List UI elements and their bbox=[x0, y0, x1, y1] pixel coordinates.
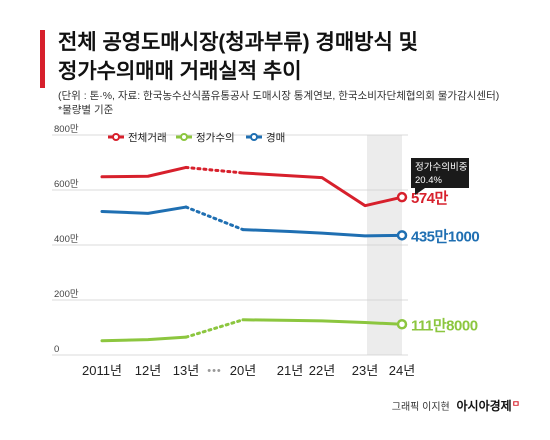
series-0-end-marker bbox=[396, 191, 408, 203]
annotation-value: 20.4% bbox=[415, 175, 442, 186]
annotation-pointer bbox=[415, 188, 425, 195]
series-1-end-marker bbox=[396, 319, 408, 330]
x-tick-label-4: 21년 bbox=[277, 363, 303, 378]
x-tick-label-2: 13년 bbox=[173, 363, 199, 378]
brand-mark: ㅁ bbox=[511, 399, 520, 409]
annotation-box bbox=[411, 158, 469, 188]
title-accent-bar bbox=[40, 30, 45, 88]
series-2-end-marker bbox=[396, 230, 408, 241]
source-note: (단위 : 톤·%, 자료: 한국농수산식품유통공사 도매시장 통계연보, 한국… bbox=[58, 90, 500, 102]
x-tick-label-3: 20년 bbox=[230, 363, 256, 378]
x-tick-label-1: 12년 bbox=[135, 363, 161, 378]
x-tick-label-7: 24년 bbox=[389, 363, 415, 378]
x-tick-label-6: 23년 bbox=[352, 363, 378, 378]
chart-title-line-1: 전체 공영도매시장(청과부류) 경매방식 및 bbox=[58, 31, 418, 54]
y-tick-label-2: 400만 bbox=[54, 234, 79, 245]
chart-meta: (단위 : 톤·%, 자료: 한국농수산식품유통공사 도매시장 통계연보, 한국… bbox=[58, 89, 499, 117]
y-tick-label-1: 200만 bbox=[54, 289, 79, 300]
y-tick-label-0: 0 bbox=[54, 344, 59, 355]
credit-author: 그래픽 이지현 bbox=[391, 402, 450, 413]
series-0-end-label: 574만 bbox=[411, 190, 449, 207]
legend-marker-0 bbox=[112, 133, 120, 141]
chart-title: 전체 공영도매시장(청과부류) 경매방식 및 정가수의매매 거래실적 추이 bbox=[58, 28, 528, 86]
series-1-end-label: 111만8000 bbox=[411, 317, 478, 334]
series-1-line-early bbox=[100, 335, 188, 343]
legend-marker-2 bbox=[250, 133, 258, 141]
brand-logo: 아시아경제ㅁ bbox=[457, 399, 520, 413]
series-2-line-late bbox=[241, 228, 404, 238]
legend-label-0: 전체거래 bbox=[128, 132, 167, 144]
basis-note: *물량별 기준 bbox=[58, 104, 114, 116]
axis-gap-marker: ••• bbox=[207, 365, 222, 377]
legend-label-2: 경매 bbox=[266, 131, 285, 144]
series-2-line-gap bbox=[184, 205, 245, 232]
brand-name: 아시아경제 bbox=[456, 399, 512, 413]
series-0-line-gap bbox=[184, 165, 245, 175]
series-1-line-late bbox=[241, 318, 404, 326]
credit-line: 그래픽 이지현 아시아경제ㅁ bbox=[392, 397, 520, 414]
x-tick-label-0: 2011년 bbox=[82, 363, 122, 378]
legend-label-1: 정가수의 bbox=[196, 132, 235, 144]
series-2-line-early bbox=[100, 205, 188, 215]
y-tick-label-3: 600만 bbox=[54, 179, 79, 190]
y-tick-label-4: 800만 bbox=[54, 124, 79, 135]
annotation-label: 정가수의비중 bbox=[415, 162, 468, 173]
legend-marker-1 bbox=[180, 133, 188, 141]
x-tick-label-5: 22년 bbox=[309, 363, 335, 378]
series-2-end-label: 435만1000 bbox=[411, 228, 479, 245]
series-0-line-early bbox=[100, 165, 188, 179]
series-0-line-late bbox=[241, 171, 404, 208]
chart-title-line-2: 정가수의매매 거래실적 추이 bbox=[58, 60, 302, 83]
series-1-line-gap bbox=[184, 318, 245, 339]
